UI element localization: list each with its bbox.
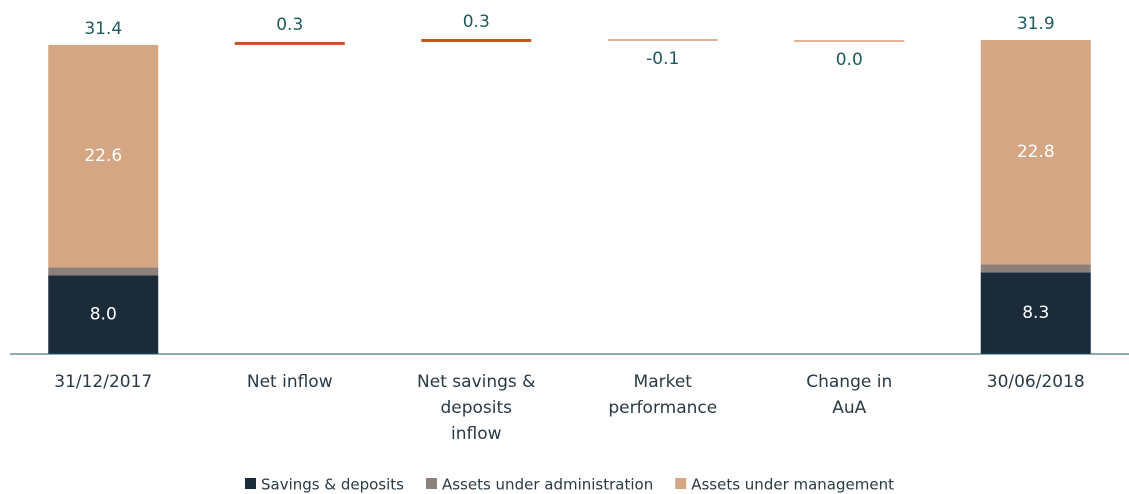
total-label: 31.4 [84,19,122,39]
total-label: 31.9 [1017,14,1055,34]
value-label: 8.0 [90,305,117,325]
x-tick-label: performance [608,398,717,418]
value-label: 0.3 [463,12,490,32]
legend-label: Assets under management [691,476,894,494]
legend-label: Assets under administration [442,476,653,494]
legend-label: Savings & deposits [261,476,404,494]
value-label: 0.3 [276,15,303,35]
value-label: 0.0 [836,50,863,70]
value-label: 22.6 [84,146,122,166]
x-tick-label: Net inflow [247,372,333,392]
bar-segment [48,267,159,276]
change-bar [607,39,718,41]
legend-swatch [675,478,687,489]
x-tick-label: 31/12/2017 [54,372,152,392]
x-tick-label: AuA [832,398,866,418]
change-bar [421,39,532,42]
bar-segment [980,39,1091,265]
x-tick-label: deposits [440,398,512,418]
legend-swatch [425,478,437,489]
x-tick-label: 30/06/2018 [987,372,1085,392]
value-label: 22.8 [1017,142,1055,162]
x-tick-label: Net savings & [417,372,535,392]
x-tick-label: inflow [451,424,502,444]
bar-segment [48,275,159,354]
value-label: -0.1 [646,49,679,69]
legend-swatch [245,478,257,489]
value-label: 8.3 [1022,303,1049,323]
bar-segment [48,44,159,268]
change-bar [234,41,345,45]
x-tick-label: Market [634,372,693,392]
change-bar [794,39,905,42]
x-tick-label: Change in [806,372,892,392]
bar-segment [980,272,1091,354]
bar-segment [980,264,1091,273]
